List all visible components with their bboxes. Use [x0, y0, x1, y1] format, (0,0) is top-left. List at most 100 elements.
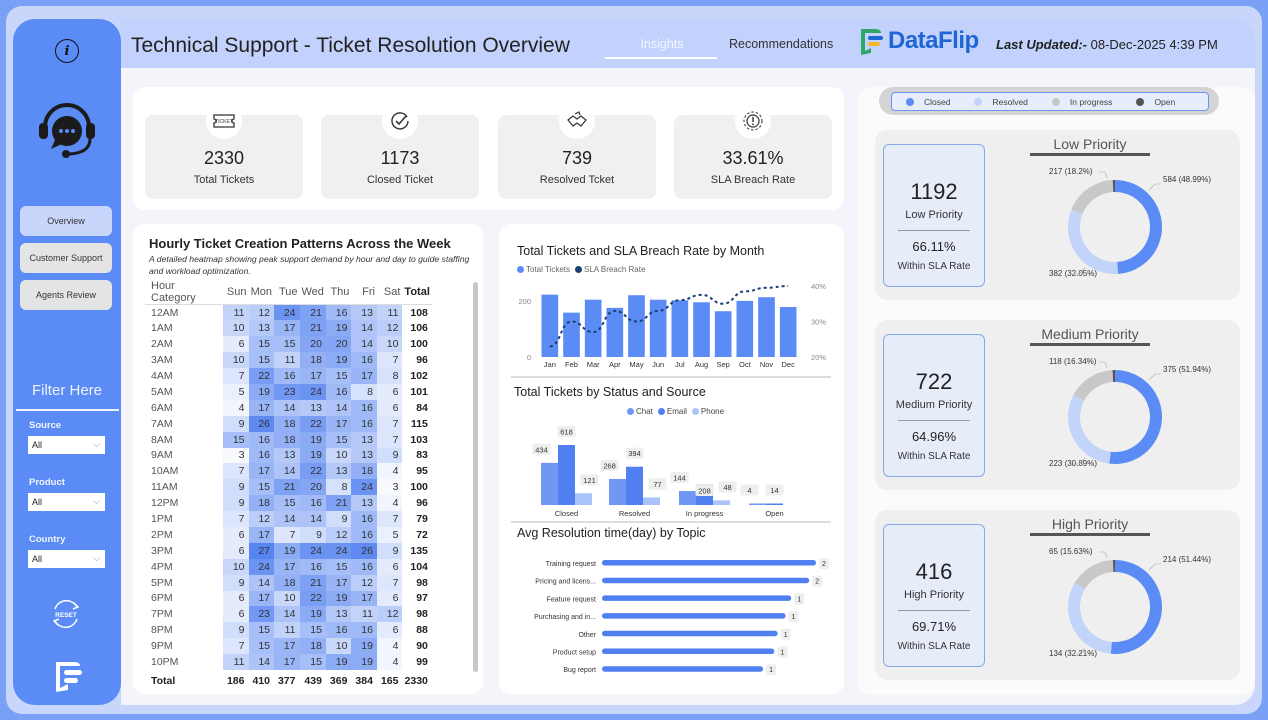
product-filter-select[interactable]: All ⌵	[28, 493, 105, 511]
heatmap-scrollbar[interactable]	[473, 282, 478, 672]
tab-recommendations[interactable]: Recommendations	[729, 37, 834, 51]
heatmap-cell: 8	[351, 383, 377, 400]
bar-total-tickets[interactable]	[606, 307, 624, 357]
priority-donut-chart: 584 (48.99%) 382 (32.05%) 217 (18.2%)	[1049, 167, 1211, 278]
nav-customer-support-button[interactable]: Customer Support	[20, 243, 112, 273]
filter-divider	[16, 409, 119, 411]
column-header[interactable]: Sun	[226, 286, 247, 298]
status-legend: Closed Resolved In progress Open	[891, 92, 1209, 111]
bar-total-tickets[interactable]	[563, 312, 580, 357]
heatmap-cell: 18	[274, 574, 300, 591]
product-filter-label: Product	[29, 477, 65, 488]
heatmap-cell: 27	[248, 542, 274, 559]
heatmap-cell: 14	[299, 511, 326, 527]
bar-phone[interactable]	[575, 493, 592, 505]
last-updated-value: 08-Dec-2025 4:39 PM	[1090, 37, 1218, 52]
bar-total-tickets[interactable]	[779, 307, 797, 357]
bar-phone[interactable]	[643, 497, 660, 505]
bar-avg-resolution[interactable]	[602, 560, 816, 566]
donut-slice-resolved[interactable]	[1068, 394, 1111, 464]
bar-total-tickets[interactable]	[541, 294, 559, 357]
heatmap-cell: 19	[325, 590, 352, 607]
bar-total-tickets[interactable]	[758, 297, 775, 357]
bar-phone[interactable]	[713, 500, 730, 505]
bar-chat[interactable]	[541, 462, 558, 505]
source-filter-select[interactable]: All ⌵	[28, 436, 105, 454]
donut-slice-in-progress[interactable]	[1074, 560, 1114, 589]
reset-icon[interactable]: RESET	[49, 597, 83, 631]
heatmap-cell: 18	[299, 352, 326, 369]
bar-email[interactable]	[626, 466, 643, 505]
bar-avg-resolution[interactable]	[602, 648, 775, 655]
donut-slice-resolved[interactable]	[1068, 209, 1118, 274]
bar-chat[interactable]	[679, 491, 696, 505]
heatmap-cell: 13	[248, 320, 274, 337]
column-header[interactable]: Hour Category	[151, 280, 196, 304]
bar-total-tickets[interactable]	[649, 299, 667, 357]
bar-avg-resolution[interactable]	[602, 666, 764, 672]
nav-agents-review-button[interactable]: Agents Review	[20, 280, 112, 310]
priority-summary-box: 1192 Low Priority 66.11% Within SLA Rate	[883, 144, 985, 287]
heatmap-cell: 15	[248, 336, 274, 353]
bar-email[interactable]	[558, 445, 575, 505]
heatmap-cell: 24	[299, 383, 326, 400]
donut-slice-open[interactable]	[1112, 370, 1115, 383]
data-label-bg	[600, 459, 619, 471]
donut-slice-resolved[interactable]	[1068, 582, 1112, 654]
heatmap-cell: 7	[223, 638, 249, 655]
bar-chat[interactable]	[609, 478, 626, 505]
donut-slice-in-progress[interactable]	[1071, 180, 1114, 215]
nav-overview-button[interactable]: Overview	[20, 206, 112, 236]
column-header[interactable]: Wed	[301, 286, 324, 298]
line-sla-breach-rate[interactable]	[549, 285, 789, 348]
heatmap-cell: 11	[274, 352, 300, 369]
bar-total-tickets[interactable]	[736, 300, 754, 357]
table-row: 6AM 4 17 14 13 14 16 6 84	[145, 399, 432, 416]
donut-slice-in-progress[interactable]	[1073, 370, 1114, 401]
heatmap-cell: 7	[376, 511, 403, 527]
donut-slice-open[interactable]	[1112, 560, 1115, 573]
bar-total-tickets[interactable]	[714, 311, 732, 357]
column-header[interactable]: Tue	[278, 286, 298, 298]
table-row: 8AM 15 16 18 19 15 13 7 103	[145, 431, 432, 448]
donut-slice-closed[interactable]	[1109, 370, 1162, 464]
x-tick-label: Open	[765, 509, 783, 518]
column-header[interactable]: Thu	[330, 286, 350, 298]
column-header[interactable]: Sat	[383, 286, 401, 298]
leader-line	[1148, 563, 1161, 571]
donut-slice-closed[interactable]	[1115, 180, 1162, 274]
legend-total-tickets: Total Tickets	[517, 265, 570, 274]
donut-label-closed: 375 (51.94%)	[1163, 365, 1211, 374]
donut-title: Low Priority	[1053, 136, 1127, 152]
bar-avg-resolution[interactable]	[602, 630, 778, 637]
within-sla-rate-value: 64.96%	[911, 429, 957, 444]
data-label-bg	[532, 443, 551, 455]
heatmap-cell: 19	[325, 320, 352, 337]
bar-avg-resolution[interactable]	[602, 595, 792, 601]
country-filter-select[interactable]: All ⌵	[28, 550, 105, 568]
bar-avg-resolution[interactable]	[602, 577, 810, 584]
x-tick-label: Nov	[760, 360, 774, 369]
donut-slice-open[interactable]	[1112, 180, 1115, 193]
column-header[interactable]: Mon	[250, 286, 272, 298]
heatmap-cell: 4	[376, 654, 403, 670]
bar-total-tickets[interactable]	[693, 302, 710, 357]
table-row: 4PM 10 24 17 16 15 16 6 104	[145, 558, 432, 575]
data-label-bg	[718, 481, 737, 493]
bar-total-tickets[interactable]	[671, 300, 689, 357]
bar-total-tickets[interactable]	[584, 299, 602, 357]
column-header[interactable]: Fri	[362, 286, 375, 298]
bar-chat[interactable]	[749, 503, 766, 506]
bar-total-tickets[interactable]	[628, 295, 645, 357]
donut-slice-closed[interactable]	[1110, 560, 1162, 654]
kpi-label: Closed Ticket	[366, 174, 434, 186]
column-header[interactable]: Total	[404, 286, 430, 298]
bar-email[interactable]	[766, 503, 783, 506]
tab-insights[interactable]: Insights	[640, 37, 684, 51]
heatmap-cell: 12	[248, 304, 274, 321]
heatmap-cell: 12	[351, 574, 377, 591]
info-icon[interactable]: i	[55, 39, 79, 63]
bar-avg-resolution[interactable]	[602, 613, 786, 619]
heatmap-cell: 18	[299, 638, 326, 655]
tab-active-indicator	[605, 57, 717, 59]
